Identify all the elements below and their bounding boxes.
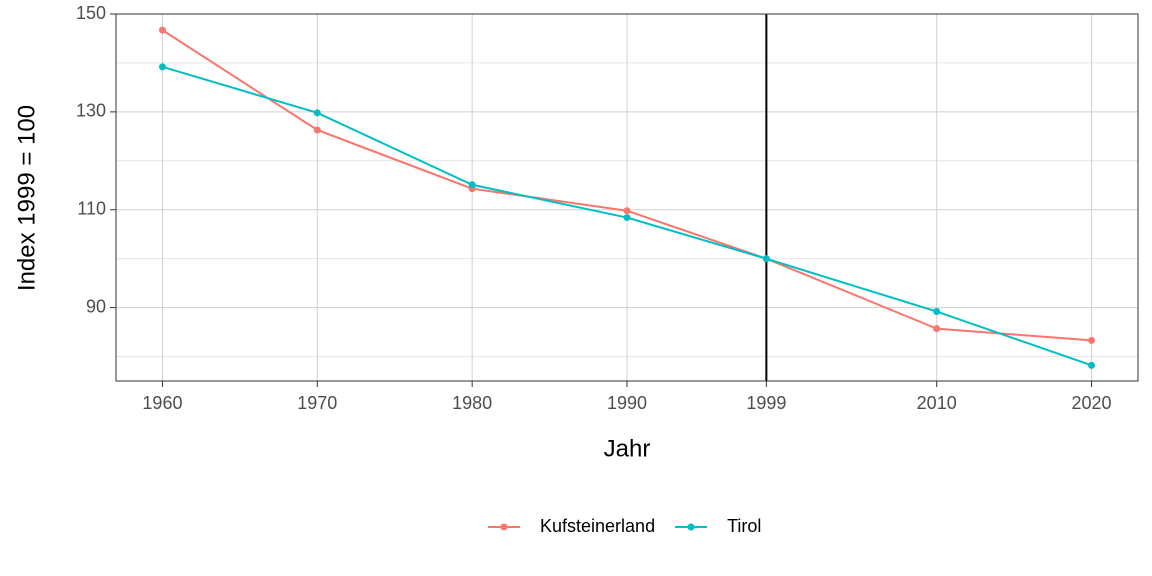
x-axis-title: Jahr [604, 435, 651, 462]
x-tick-label: 2010 [917, 393, 957, 413]
point [933, 308, 941, 316]
x-tick-label: 2020 [1072, 393, 1112, 413]
panel-border [115, 13, 1139, 382]
x-tick-label: 1999 [746, 393, 786, 413]
x-tick-label: 1980 [452, 393, 492, 413]
point [468, 181, 476, 189]
point [933, 325, 941, 333]
point [313, 109, 321, 117]
point [1088, 361, 1096, 369]
y-axis-title: Index 1999 = 100 [13, 105, 40, 291]
y-tick-label: 110 [77, 198, 106, 218]
point [762, 255, 770, 263]
legend-point [500, 523, 508, 531]
y-tick-label: 130 [76, 101, 106, 121]
legend-point [687, 523, 695, 531]
y-tick-label: 150 [76, 3, 106, 23]
point [158, 63, 166, 71]
point [158, 26, 166, 34]
legend-label: Kufsteinerland [540, 516, 655, 536]
point [623, 214, 631, 222]
legend-label: Tirol [727, 516, 761, 536]
point [313, 126, 321, 134]
y-tick-label: 90 [86, 296, 106, 316]
point [623, 207, 631, 215]
x-tick-label: 1960 [142, 393, 182, 413]
point [1088, 336, 1096, 344]
x-tick-label: 1990 [607, 393, 647, 413]
x-tick-label: 1970 [297, 393, 337, 413]
